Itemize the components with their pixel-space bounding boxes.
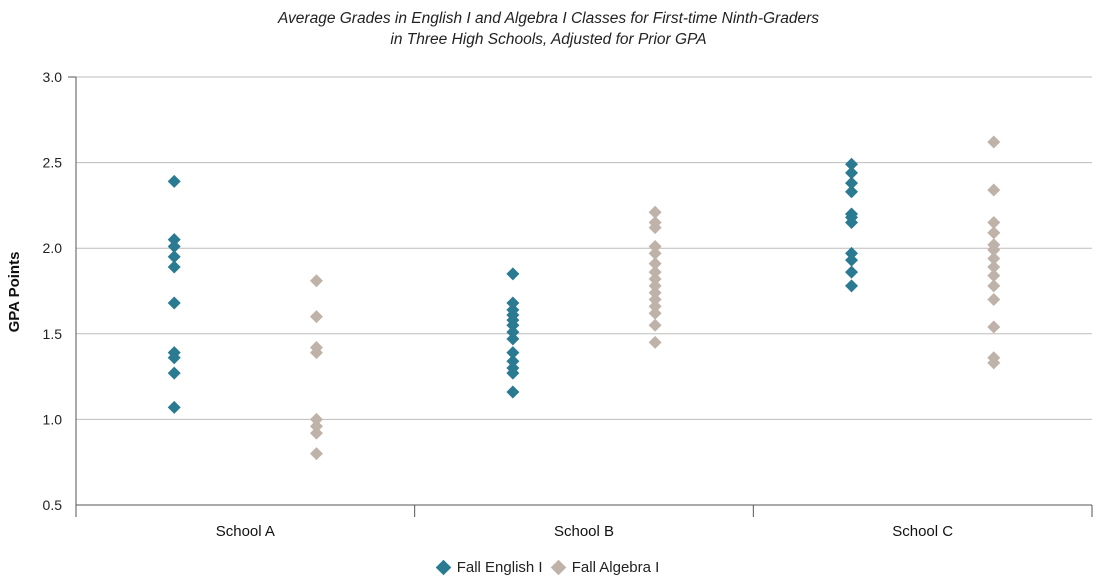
point-algebra (648, 306, 662, 320)
point-english (845, 157, 859, 171)
legend-item-english: Fall English I (435, 559, 543, 576)
point-algebra (987, 279, 1001, 293)
point-algebra (309, 447, 323, 461)
point-english (167, 260, 181, 274)
chart-title-line1: Average Grades in English I and Algebra … (277, 10, 819, 27)
point-english (167, 351, 181, 365)
chart-title-line2: in Three High Schools, Adjusted for Prio… (390, 31, 707, 48)
chart-title: Average Grades in English I and Algebra … (0, 8, 1097, 50)
point-algebra (309, 346, 323, 360)
point-algebra (648, 299, 662, 313)
point-algebra (987, 260, 1001, 274)
point-english (506, 354, 520, 368)
point-algebra (309, 426, 323, 440)
legend-label-english: Fall English I (456, 559, 543, 576)
x-category-label: School C (892, 523, 953, 540)
point-algebra (987, 356, 1001, 370)
point-algebra (987, 269, 1001, 283)
point-algebra (309, 412, 323, 426)
point-algebra (987, 183, 1001, 197)
grid-lines (76, 76, 1092, 420)
point-english (845, 246, 859, 260)
y-tick-0.5: 0.5 (43, 497, 63, 513)
point-algebra (648, 257, 662, 271)
point-english (845, 265, 859, 279)
point-algebra (648, 335, 662, 349)
point-english (845, 253, 859, 267)
axes (68, 76, 1093, 517)
point-algebra (309, 274, 323, 288)
y-tick-1.5: 1.5 (43, 326, 63, 342)
x-category-label: School B (554, 523, 614, 540)
y-tick-1.0: 1.0 (43, 411, 63, 427)
y-tick-labels: 0.5 1.0 1.5 2.0 2.5 3.0 (43, 69, 63, 513)
point-algebra (648, 272, 662, 286)
point-english (506, 318, 520, 332)
point-english (845, 166, 859, 180)
point-english (506, 296, 520, 310)
x-category-label: School A (216, 523, 275, 540)
point-algebra (987, 293, 1001, 307)
point-algebra (648, 205, 662, 219)
legend-label-algebra: Fall Algebra I (571, 559, 660, 576)
y-tick-2.0: 2.0 (43, 240, 63, 256)
point-english (167, 233, 181, 247)
point-algebra (648, 279, 662, 293)
y-tick-3.0: 3.0 (43, 69, 63, 85)
legend-swatch-english (435, 559, 451, 576)
point-english (167, 400, 181, 414)
point-algebra (987, 243, 1001, 257)
point-english (845, 185, 859, 199)
point-english (506, 385, 520, 399)
point-english (845, 176, 859, 190)
point-algebra (648, 246, 662, 260)
point-algebra (648, 293, 662, 307)
point-algebra (987, 226, 1001, 240)
point-english (506, 332, 520, 346)
legend: Fall English I Fall Algebra I (0, 559, 1097, 577)
x-category-labels: School A School B School C (216, 523, 954, 540)
point-algebra (309, 310, 323, 324)
point-english (167, 239, 181, 253)
legend-item-algebra: Fall Algebra I (550, 559, 660, 576)
point-english (506, 366, 520, 380)
point-algebra (648, 286, 662, 300)
y-tick-2.5: 2.5 (43, 155, 63, 171)
point-english (506, 346, 520, 360)
point-algebra (987, 135, 1001, 149)
point-english (167, 250, 181, 264)
legend-swatch-algebra (550, 559, 567, 576)
point-english (167, 174, 181, 188)
point-algebra (648, 318, 662, 332)
point-algebra (648, 221, 662, 235)
y-axis-label: GPA Points (6, 252, 23, 333)
point-english (845, 216, 859, 230)
point-english (167, 296, 181, 310)
point-algebra (987, 251, 1001, 265)
point-algebra (987, 320, 1001, 334)
point-english (167, 366, 181, 380)
point-english (845, 279, 859, 293)
point-algebra (648, 265, 662, 279)
point-algebra (648, 239, 662, 253)
point-english (506, 325, 520, 339)
point-english (506, 267, 520, 281)
data-points (167, 135, 1001, 461)
point-algebra (987, 216, 1001, 230)
point-algebra (309, 419, 323, 433)
